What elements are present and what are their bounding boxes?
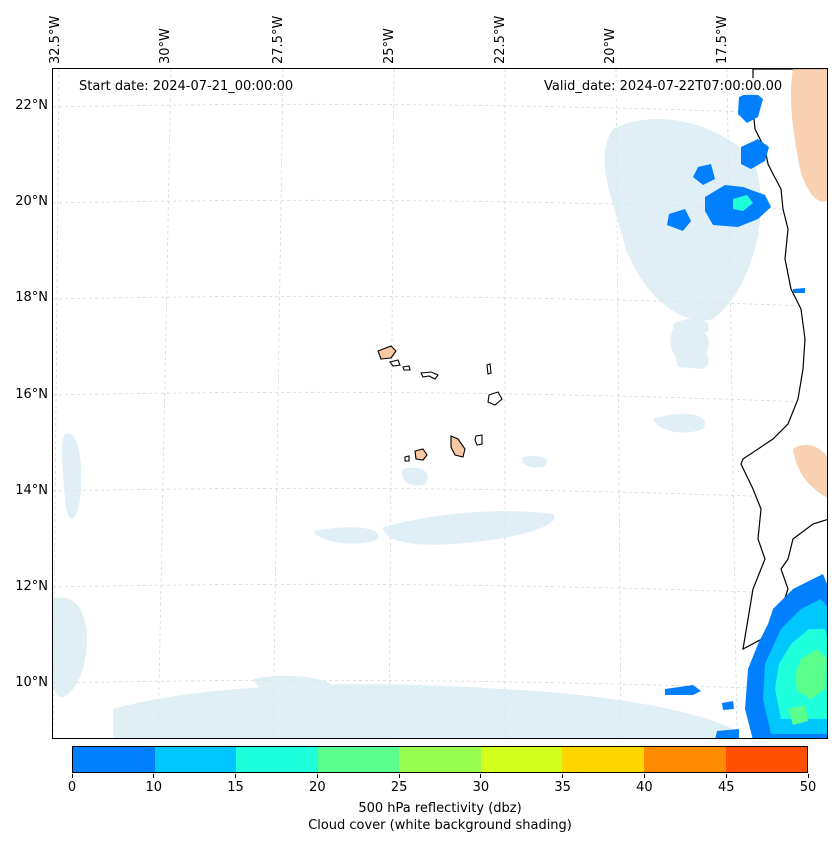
colorbar-segment-7 <box>643 747 726 772</box>
reflectivity-cells <box>665 91 827 738</box>
colorbar-tick-label: 35 <box>554 780 571 795</box>
colorbar-tick-label: 25 <box>390 780 408 795</box>
island-santo-antao <box>377 345 397 360</box>
lat-label-14n: 14°N <box>15 483 48 498</box>
colorbar-subtitle: Cloud cover (white background shading) <box>308 818 572 833</box>
colorbar-segment-4 <box>399 747 481 772</box>
start-date-label: Start date: 2024-07-21_00:00:00 <box>73 78 300 95</box>
colorbar-tick-label: 45 <box>717 780 735 795</box>
island-santiago <box>450 435 466 458</box>
island-sao-vicente <box>389 359 401 367</box>
island-sao-nicolau <box>420 371 439 380</box>
map-canvas <box>53 69 827 738</box>
reflectivity-cell-small <box>665 685 701 695</box>
colorbar-tick <box>807 774 809 778</box>
colorbar-tick <box>398 774 400 778</box>
lat-label-20n: 20°N <box>15 194 48 209</box>
colorbar-tick <box>725 774 727 778</box>
colorbar-tick <box>316 774 318 778</box>
lon-label-22-5w: 22.5°W <box>493 15 508 64</box>
lon-label-25w: 25°W <box>382 28 397 64</box>
island-fogo <box>414 448 428 461</box>
lon-label-30w: 30°W <box>158 28 173 64</box>
colorbar-segment-3 <box>317 747 400 772</box>
reflectivity-cell-south-core <box>788 705 808 725</box>
colorbar-tick <box>562 774 564 778</box>
reflectivity-cell-small <box>715 729 739 738</box>
land-africa <box>740 69 827 651</box>
colorbar-tick-label: 30 <box>472 780 490 795</box>
colorbar-tick <box>480 774 482 778</box>
reflectivity-cell-north <box>667 209 691 231</box>
reflectivity-cell-north <box>738 91 763 123</box>
reflectivity-cell-small <box>793 288 805 293</box>
island-boa-vista <box>487 391 503 406</box>
lat-label-22n: 22°N <box>15 98 48 113</box>
lat-label-12n: 12°N <box>15 579 48 594</box>
colorbar-tick <box>153 774 155 778</box>
lon-label-27-5w: 27.5°W <box>271 15 286 64</box>
colorbar-tick <box>71 774 73 778</box>
colorbar-segment-0 <box>73 747 155 772</box>
colorbar-tick-label: 40 <box>636 780 653 795</box>
colorbar-segment-6 <box>562 747 644 772</box>
reflectivity-cell-north <box>741 139 769 169</box>
island-santa-luzia <box>402 365 411 371</box>
colorbar-tick-label: 10 <box>145 780 163 795</box>
island-brava <box>404 455 410 462</box>
reflectivity-cell-small <box>722 701 734 710</box>
map-panel <box>52 68 828 739</box>
lat-label-10n: 10°N <box>15 675 48 690</box>
colorbar-tick-label: 15 <box>227 780 244 795</box>
reflectivity-cell-north <box>693 164 715 185</box>
colorbar-segment-8 <box>725 747 808 772</box>
colorbar-segment-1 <box>154 747 237 772</box>
lat-label-16n: 16°N <box>15 387 48 402</box>
island-maio <box>474 434 483 446</box>
lon-label-20w: 20°W <box>603 28 618 64</box>
island-sal <box>486 363 492 375</box>
lon-label-32-5w: 32.5°W <box>48 15 63 64</box>
colorbar-title: 500 hPa reflectivity (dbz) <box>358 801 522 816</box>
colorbar <box>72 746 808 773</box>
reflectivity-cell-south-core <box>795 649 827 699</box>
colorbar-tick-label: 50 <box>799 780 817 795</box>
valid-date-label: Valid_date: 2024-07-22T07:00:00.00 <box>538 78 789 95</box>
colorbar-tick-label: 0 <box>67 780 77 795</box>
desert-shading <box>790 69 827 498</box>
lat-label-18n: 18°N <box>15 290 48 305</box>
cloud-shading <box>53 119 761 738</box>
colorbar-segment-5 <box>480 747 563 772</box>
colorbar-tick <box>235 774 237 778</box>
cape-verde-islands <box>377 345 503 462</box>
colorbar-tick <box>643 774 645 778</box>
colorbar-tick-label: 20 <box>309 780 326 795</box>
lon-label-17-5w: 17.5°W <box>715 15 730 64</box>
reflectivity-cell-north-core <box>733 195 753 211</box>
colorbar-segment-2 <box>236 747 318 772</box>
